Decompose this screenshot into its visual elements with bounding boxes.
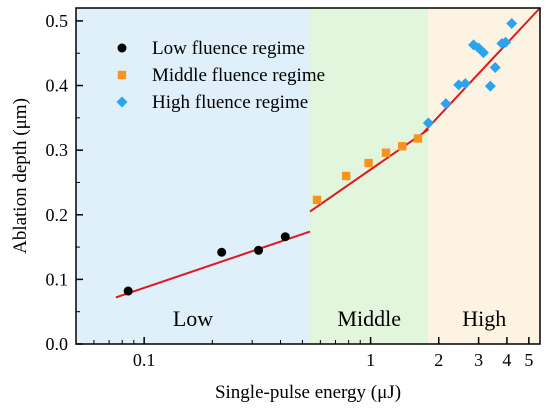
data-point-diamond — [459, 78, 471, 90]
region-label-high: High — [462, 306, 506, 331]
y-tick-label: 0.0 — [46, 334, 69, 354]
y-axis-title: Ablation depth (μm) — [10, 98, 31, 254]
data-point-circle — [217, 247, 227, 257]
y-tick-label: 0.1 — [46, 269, 69, 289]
axis-ticks: 0.0 0.1 0.2 0.3 0.4 0.5 0.1 1 2 3 4 5 — [46, 11, 534, 370]
y-tick-label: 0.2 — [46, 205, 69, 225]
fit-line-1 — [115, 230, 311, 299]
legend-marker-diamond — [116, 96, 128, 108]
data-point-square — [341, 171, 351, 181]
region-low — [76, 8, 310, 344]
x-tick-label: 3 — [474, 350, 483, 370]
region-high — [428, 8, 540, 344]
data-point-diamond — [422, 117, 434, 129]
region-label-middle: Middle — [337, 306, 401, 331]
legend-label: Low fluence regime — [152, 38, 305, 59]
region-middle — [309, 8, 429, 344]
legend-marker-square — [117, 70, 127, 80]
fit-lines — [115, 7, 541, 299]
x-tick-label: 2 — [434, 350, 443, 370]
data-point-circle — [254, 245, 264, 255]
x-axis-title: Single-pulse energy (μJ) — [215, 382, 401, 403]
legend-label: High fluence regime — [152, 92, 308, 113]
data-point-diamond — [489, 61, 501, 73]
data-point-square — [413, 134, 423, 143]
region-label-low: Low — [173, 306, 213, 331]
fit-line-2 — [309, 128, 429, 213]
data-point-diamond — [484, 80, 496, 92]
data-point-circle — [123, 286, 133, 296]
y-tick-label: 0.4 — [46, 76, 69, 96]
x-tick-label: 4 — [502, 350, 511, 370]
data-point-diamond — [477, 47, 489, 59]
data-point-square — [312, 195, 322, 205]
x-tick-label: 0.1 — [133, 350, 156, 370]
y-tick-label: 0.3 — [46, 140, 69, 160]
x-tick-label: 1 — [366, 350, 375, 370]
legend-label: Middle fluence regime — [152, 65, 325, 86]
data-point-circle — [280, 232, 290, 242]
fit-line-3 — [423, 7, 541, 133]
data-points — [123, 18, 518, 296]
data-point-square — [398, 142, 407, 151]
data-point-square — [381, 148, 391, 157]
data-point-diamond — [500, 36, 512, 48]
plot-frame — [75, 7, 541, 345]
legend-marker-circle — [117, 43, 127, 53]
data-point-square — [364, 158, 373, 168]
x-tick-label: 5 — [524, 350, 533, 370]
legend: Low fluence regime Middle fluence regime H… — [116, 38, 325, 113]
data-point-diamond — [506, 18, 518, 30]
y-tick-label: 0.5 — [46, 11, 69, 31]
fluence-regions: Low Middle High — [76, 8, 540, 344]
data-point-diamond — [440, 98, 452, 110]
